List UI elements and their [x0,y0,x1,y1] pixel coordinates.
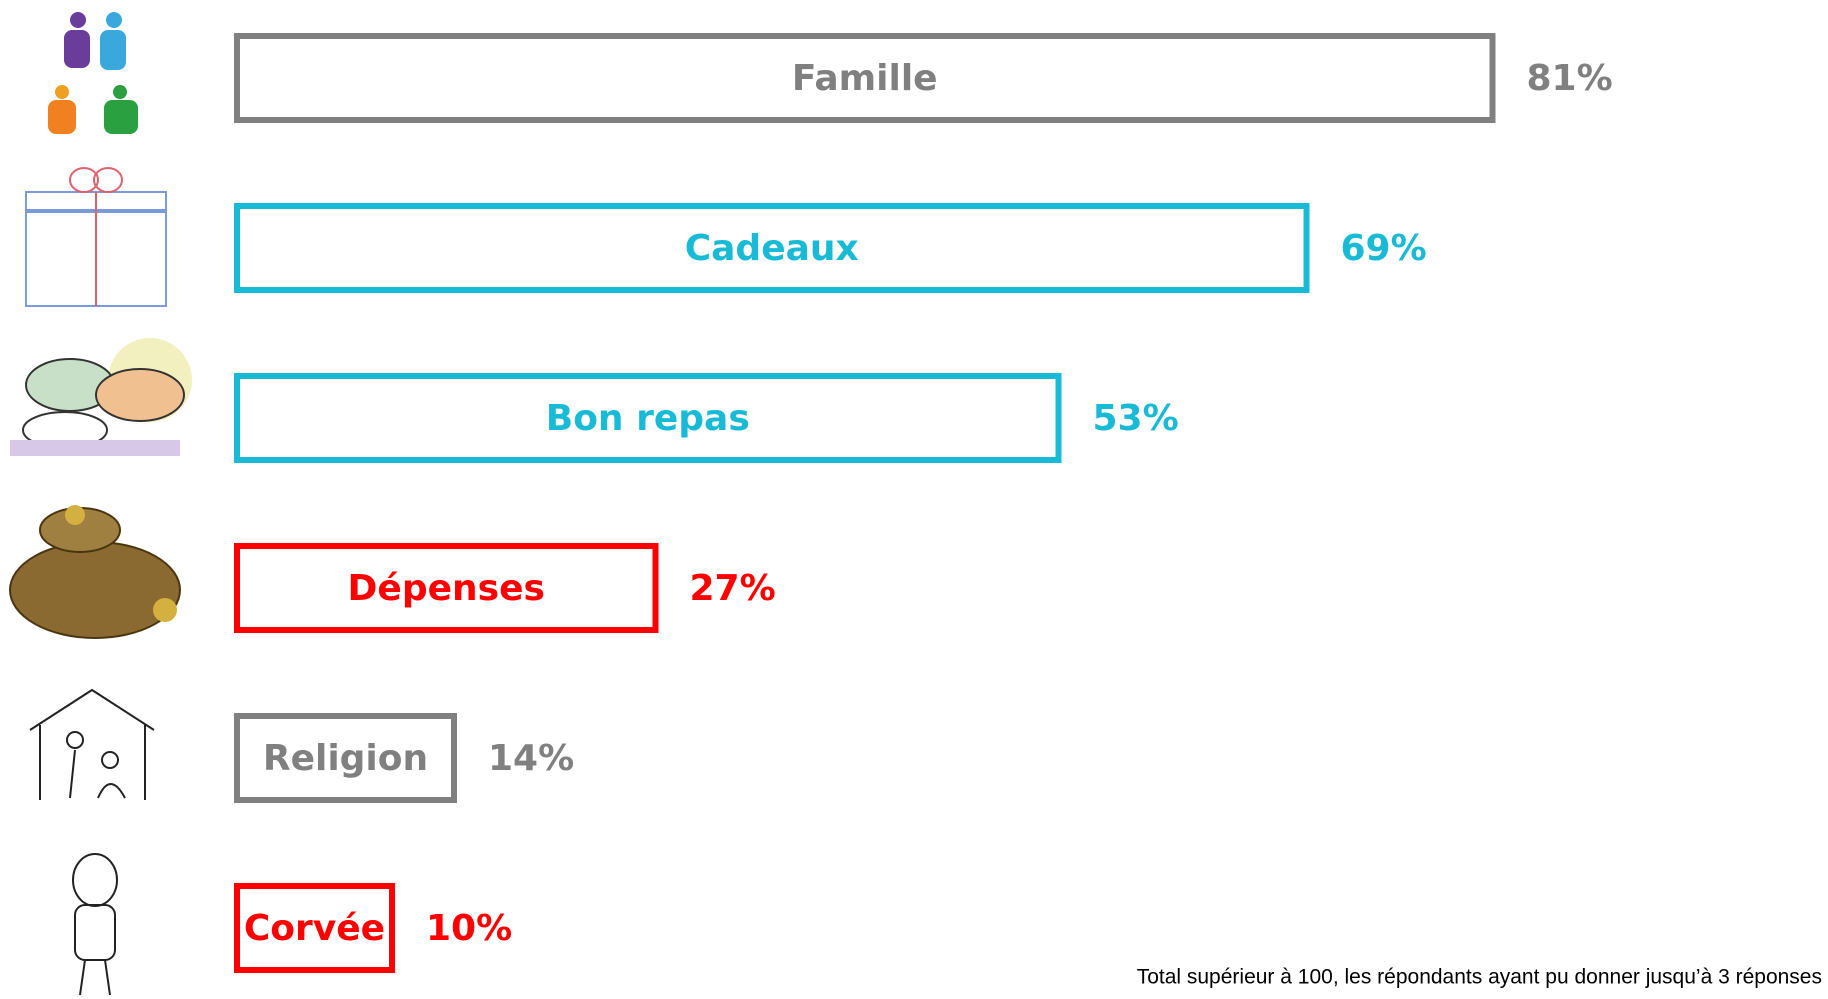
bar-label: Religion [263,738,428,779]
bar-label: Famille [792,58,938,99]
value-label: 14% [488,738,574,779]
bar-label: Cadeaux [685,228,859,269]
bar-label: Dépenses [348,568,545,609]
bar-label: Bon repas [546,398,750,439]
footnote: Total supérieur à 100, les répondants ay… [1137,966,1822,989]
icon-meal [10,338,192,456]
value-label: 81% [1527,58,1613,99]
icon-tired-person [73,854,117,995]
bar-label: Corvée [244,908,385,949]
value-label: 10% [426,908,512,949]
value-label: 69% [1341,228,1427,269]
value-label: 27% [690,568,776,609]
value-label: 53% [1093,398,1179,439]
icon-money-bag [10,505,180,638]
icon-nativity [30,690,154,800]
icon-gift [26,168,166,306]
icon-family [48,12,138,134]
chart: Total supérieur à 100, les répondants ay… [0,0,1828,999]
